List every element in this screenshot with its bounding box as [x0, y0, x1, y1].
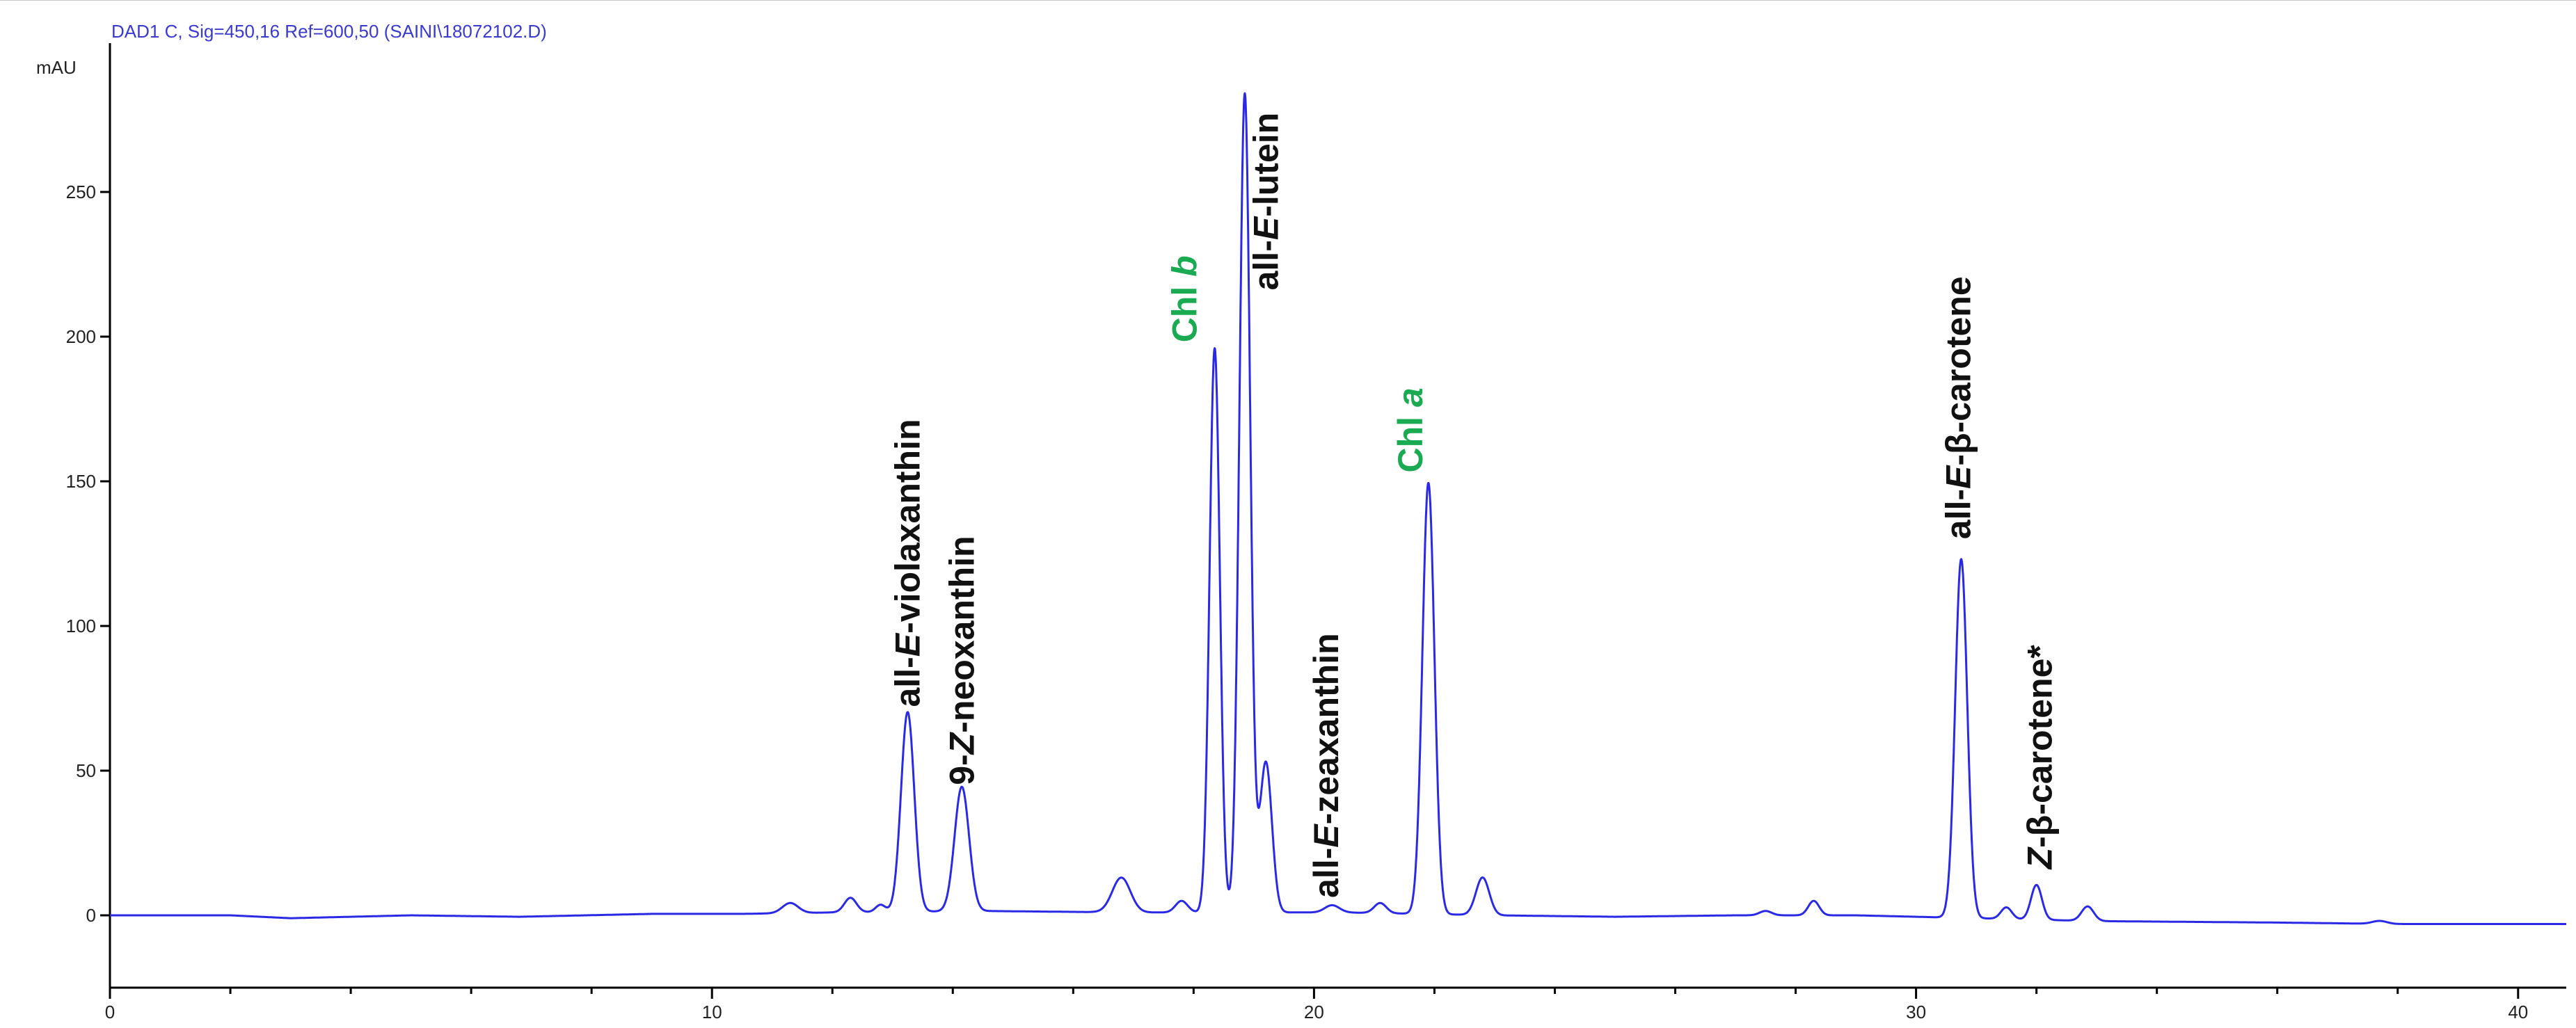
peak-label-part: all- [889, 657, 928, 707]
peak-label-part: Chl [1391, 407, 1430, 472]
peak-label-part: -zeaxanthin [1307, 633, 1346, 824]
y-axis-unit-label: mAU [36, 57, 77, 78]
peak-label-part: Chl [1166, 277, 1204, 342]
peak-label-part: E [1939, 465, 1978, 489]
peak-label-part: -neoxanthin [943, 536, 982, 732]
x-tick-label: 10 [702, 1002, 722, 1022]
peak-label: Chl a [1391, 387, 1430, 472]
peak-label-part: E [1247, 216, 1286, 240]
peak-label: all-E-violaxanthin [889, 419, 928, 707]
peak-label-part: -β-carotene [1939, 276, 1978, 465]
signal-label: DAD1 C, Sig=450,16 Ref=600,50 (SAINI\180… [111, 21, 547, 42]
trace-layer [109, 92, 2568, 925]
y-tick-label: 0 [86, 905, 96, 926]
peak-label-part: -β-carotene* [2020, 645, 2059, 848]
y-tick-label: 50 [76, 760, 96, 781]
chromatogram-trace [109, 92, 2568, 925]
peak-label: Chl b [1166, 255, 1204, 342]
peak-label: all-E-lutein [1247, 113, 1286, 291]
y-tick-label: 150 [66, 471, 96, 492]
x-tick-label: 30 [1906, 1002, 1926, 1022]
peak-label-part: E [1307, 824, 1346, 848]
x-tick-label: 20 [1304, 1002, 1324, 1022]
peak-label-part: -violaxanthin [889, 419, 928, 634]
x-tick-label: 0 [105, 1002, 115, 1022]
peak-label-part: E [889, 632, 928, 657]
peak-label-part: all- [1247, 240, 1286, 290]
ticks-group: 0 50 100 150 200 250 0 10 20 30 40 [66, 182, 2529, 1022]
peak-label-part: a [1391, 387, 1430, 407]
peak-label: Z-β-carotene* [2020, 645, 2059, 871]
y-tick-label: 200 [66, 326, 96, 347]
peak-label-part: all- [1939, 489, 1978, 539]
y-tick-label: 100 [66, 616, 96, 636]
peak-label-part: -lutein [1247, 113, 1286, 217]
peak-label-part: b [1166, 255, 1204, 277]
x-tick-label: 40 [2508, 1002, 2528, 1022]
peak-label: all-E-zeaxanthin [1307, 633, 1346, 898]
y-tick-label: 250 [66, 182, 96, 202]
peak-label: all-E-β-carotene [1939, 276, 1978, 539]
peak-label-part: Z [2020, 846, 2059, 870]
peak-label-part: 9- [943, 754, 982, 785]
peak-label-part: Z [943, 731, 982, 755]
peak-label-part: all- [1307, 848, 1346, 898]
peak-label: 9-Z-neoxanthin [943, 536, 982, 785]
